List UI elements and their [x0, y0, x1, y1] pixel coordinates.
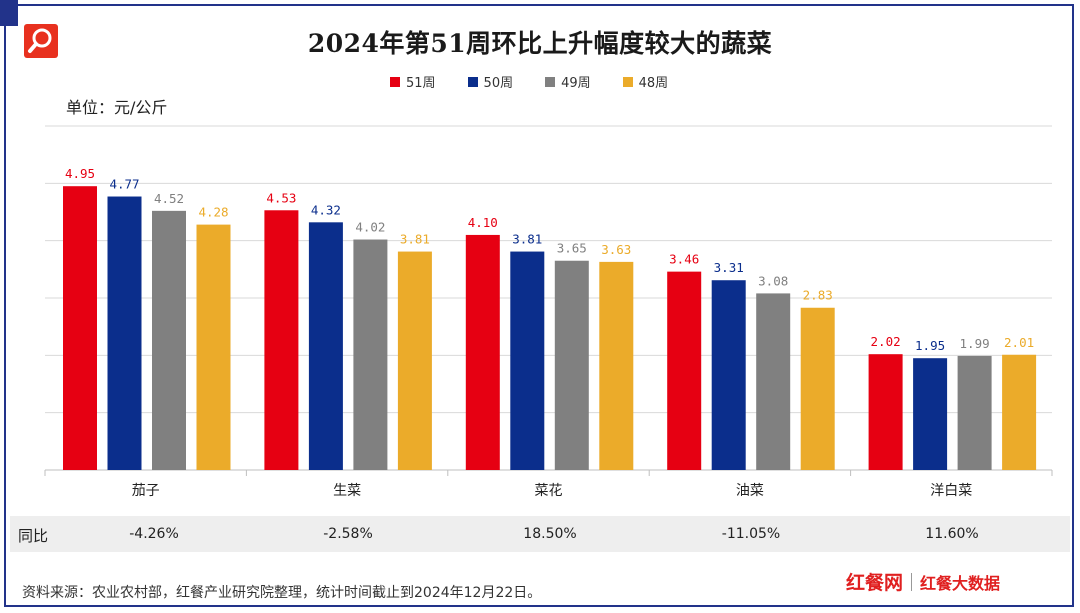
- bar-50周-2: [510, 251, 545, 470]
- bar-51周-4: [868, 354, 903, 470]
- data-label: 3.46: [669, 252, 699, 267]
- bar-48周-2: [599, 261, 634, 470]
- data-label: 3.81: [400, 232, 430, 247]
- data-label: 3.65: [557, 241, 587, 256]
- data-label: 1.95: [915, 338, 945, 353]
- data-label: 2.01: [1004, 335, 1034, 350]
- bar-49周-0: [152, 210, 186, 470]
- legend-label-50: 50周: [483, 76, 514, 91]
- brand-logos: 红餐网 红餐大数据: [846, 568, 1000, 595]
- data-label: 1.99: [960, 336, 990, 351]
- data-label: 3.31: [714, 260, 744, 275]
- data-label: 4.02: [355, 220, 385, 235]
- bar-51周-1: [264, 210, 299, 470]
- legend-swatch-50: [467, 76, 478, 87]
- bar-51周-0: [63, 186, 97, 470]
- brand-bigdata: 红餐大数据: [920, 573, 1001, 593]
- yoy-row: 同比 -4.26% -2.58% 18.50% -11.05% 11.60%: [10, 516, 1070, 552]
- data-label: 4.52: [154, 191, 184, 206]
- category-label: 菜花: [535, 483, 563, 499]
- legend-swatch-48: [622, 76, 633, 87]
- data-label: 4.10: [468, 215, 498, 230]
- yoy-value-rapeseed: -11.05%: [721, 526, 781, 542]
- category-label: 洋白菜: [930, 483, 972, 499]
- bar-50周-4: [913, 358, 948, 470]
- bar-49周-2: [554, 260, 589, 470]
- data-label: 2.02: [871, 334, 901, 349]
- data-label: 4.95: [65, 166, 95, 181]
- legend-label-49: 49周: [561, 76, 591, 91]
- legend-label-48: 48周: [638, 76, 669, 91]
- legend-item-50: 50周: [467, 72, 514, 91]
- legend-item-49: 49周: [545, 72, 591, 91]
- yoy-value-cabbage: 11.60%: [925, 526, 979, 542]
- category-label: 茄子: [132, 482, 160, 499]
- legend-swatch-51: [390, 76, 400, 87]
- data-label: 4.32: [311, 202, 341, 217]
- data-label: 3.08: [758, 273, 788, 288]
- bar-48周-4: [1002, 354, 1037, 470]
- bar-50周-1: [308, 222, 343, 470]
- bar-50周-3: [711, 280, 746, 470]
- source-note: 资料来源：农业农村部，红餐产业研究院整理，统计时间截止到2024年12月22日。: [22, 585, 542, 601]
- category-label: 生菜: [333, 483, 361, 499]
- bar-50周-0: [107, 196, 142, 470]
- corner-accent: [0, 0, 18, 26]
- chart-title: 2024年第51周环比上升幅度较大的蔬菜: [307, 29, 773, 58]
- brand-divider: [911, 572, 913, 591]
- yoy-label: 同比: [18, 527, 49, 545]
- bar-48周-0: [196, 224, 231, 470]
- yoy-value-lettuce: -2.58%: [323, 526, 373, 542]
- category-label: 油菜: [736, 483, 764, 499]
- magnifier-logo-icon: [24, 24, 58, 58]
- data-label: 3.81: [512, 232, 542, 247]
- legend: 51周 50周 49周 48周: [390, 72, 668, 91]
- bar-49周-1: [353, 239, 388, 470]
- legend-swatch-49: [545, 76, 556, 87]
- data-label: 4.77: [109, 177, 139, 192]
- data-label: 3.63: [601, 242, 631, 257]
- bar-51周-2: [465, 234, 500, 470]
- bar-48周-3: [800, 307, 835, 470]
- data-label: 2.83: [803, 288, 833, 303]
- brand-hongcan: 红餐网: [846, 572, 904, 594]
- yoy-value-cauliflower: 18.50%: [523, 526, 577, 542]
- legend-item-48: 48周: [622, 72, 669, 91]
- bar-48周-1: [397, 251, 432, 470]
- data-label: 4.53: [266, 190, 296, 205]
- bar-51周-3: [667, 271, 702, 470]
- unit-label: 单位：元/公斤: [66, 98, 168, 117]
- bar-49周-3: [756, 293, 791, 470]
- bar-49周-4: [957, 355, 992, 470]
- legend-label-51: 51周: [406, 76, 436, 91]
- legend-item-51: 51周: [390, 72, 436, 91]
- data-label: 4.28: [198, 205, 228, 220]
- yoy-value-eggplant: -4.26%: [129, 526, 179, 542]
